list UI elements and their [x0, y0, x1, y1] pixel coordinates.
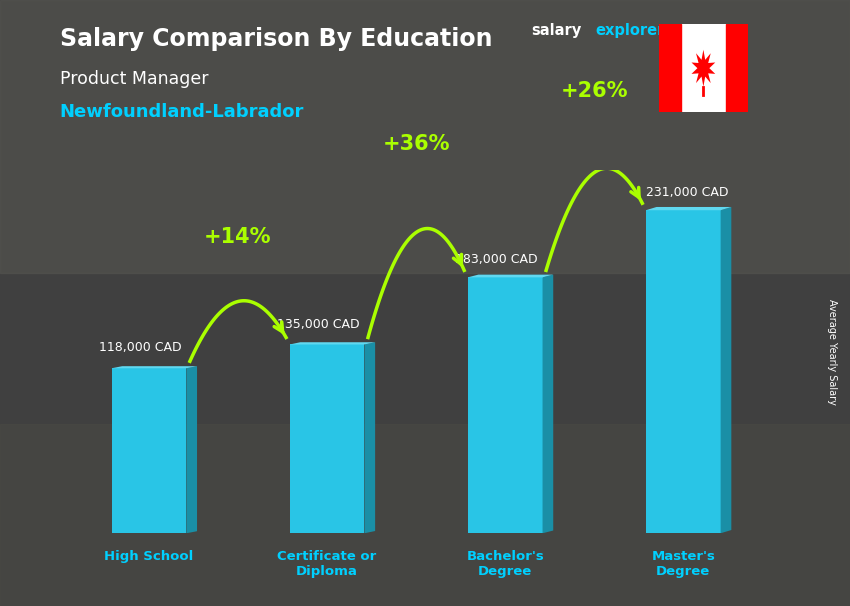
Polygon shape — [290, 342, 375, 344]
Polygon shape — [111, 366, 197, 368]
Text: 183,000 CAD: 183,000 CAD — [455, 253, 537, 266]
Polygon shape — [692, 50, 715, 87]
Polygon shape — [646, 210, 721, 533]
Text: Salary Comparison By Education: Salary Comparison By Education — [60, 27, 492, 52]
Text: Average Yearly Salary: Average Yearly Salary — [827, 299, 837, 404]
Text: +26%: +26% — [560, 81, 628, 101]
Bar — [659, 24, 681, 112]
Text: +36%: +36% — [382, 134, 450, 154]
Text: Master's
Degree: Master's Degree — [651, 550, 715, 578]
Text: +14%: +14% — [204, 227, 272, 247]
Polygon shape — [186, 366, 197, 533]
Polygon shape — [721, 207, 731, 533]
Polygon shape — [365, 342, 375, 533]
Text: 231,000 CAD: 231,000 CAD — [645, 186, 728, 199]
Text: 135,000 CAD: 135,000 CAD — [277, 318, 360, 330]
Text: Newfoundland-Labrador: Newfoundland-Labrador — [60, 103, 304, 121]
Polygon shape — [468, 275, 553, 278]
Text: salary: salary — [531, 23, 581, 38]
Bar — [726, 24, 748, 112]
Polygon shape — [468, 278, 542, 533]
Polygon shape — [646, 207, 731, 210]
Text: .com: .com — [674, 23, 713, 38]
Polygon shape — [542, 275, 553, 533]
Text: Product Manager: Product Manager — [60, 70, 208, 88]
Polygon shape — [290, 344, 365, 533]
Polygon shape — [111, 368, 186, 533]
Bar — [0, 0, 850, 273]
Text: Bachelor's
Degree: Bachelor's Degree — [467, 550, 544, 578]
Bar — [0, 424, 850, 606]
Text: explorer: explorer — [595, 23, 665, 38]
Text: High School: High School — [105, 550, 194, 563]
Text: Certificate or
Diploma: Certificate or Diploma — [277, 550, 377, 578]
Text: 118,000 CAD: 118,000 CAD — [99, 341, 181, 355]
